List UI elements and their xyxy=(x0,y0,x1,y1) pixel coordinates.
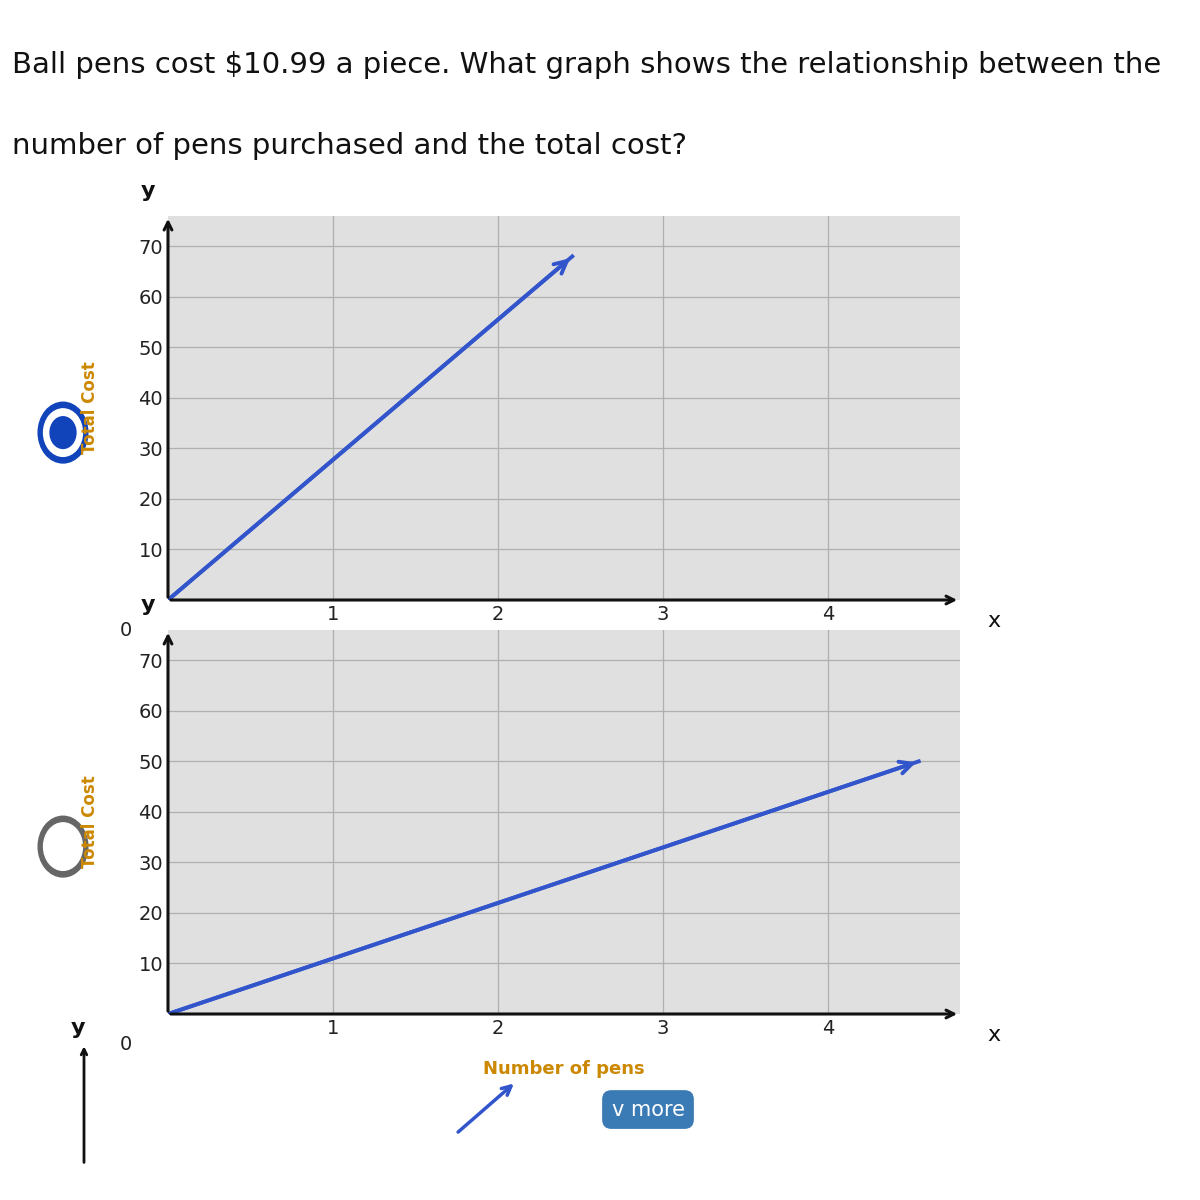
Text: Total Cost: Total Cost xyxy=(82,775,100,869)
Circle shape xyxy=(50,416,76,449)
Text: 0: 0 xyxy=(120,622,132,640)
Text: number of pens purchased and the total cost?: number of pens purchased and the total c… xyxy=(12,132,686,160)
Text: y: y xyxy=(71,1018,85,1038)
Circle shape xyxy=(38,402,88,463)
Text: Number of pens: Number of pens xyxy=(484,1060,644,1078)
Text: y: y xyxy=(140,181,156,200)
Text: v more: v more xyxy=(612,1099,684,1120)
Circle shape xyxy=(43,823,83,870)
Text: x: x xyxy=(988,611,1001,631)
Circle shape xyxy=(43,409,83,456)
Circle shape xyxy=(38,816,88,877)
Text: y: y xyxy=(140,595,156,614)
Text: x: x xyxy=(988,1025,1001,1045)
Text: Ball pens cost $10.99 a piece. What graph shows the relationship between the: Ball pens cost $10.99 a piece. What grap… xyxy=(12,50,1162,79)
Text: Total Cost: Total Cost xyxy=(82,361,100,455)
Text: Number of pens: Number of pens xyxy=(484,646,644,664)
Text: 0: 0 xyxy=(120,1036,132,1054)
Text: Graph proportional relationships: Graph proportional relationships xyxy=(343,1147,857,1175)
